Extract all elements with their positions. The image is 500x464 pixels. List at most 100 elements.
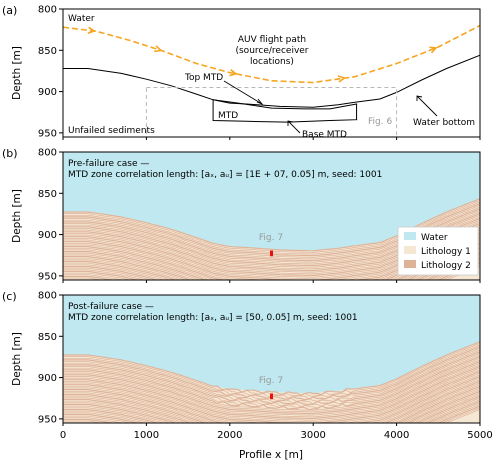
y-tick-label: 800 [38, 291, 57, 302]
auv-direction-arrows [87, 26, 438, 83]
water-label: Water [68, 14, 95, 24]
y-tick-label: 950 [38, 414, 57, 425]
legend: Water Lithology 1 Lithology 2 [397, 226, 479, 276]
mtd-outline [212, 99, 358, 123]
auv-arrow [87, 26, 96, 35]
lithology-layer [63, 372, 480, 423]
lithology-layer [63, 380, 480, 423]
y-tick-label: 850 [38, 189, 57, 200]
lithology-layer [63, 370, 480, 423]
x-tick-label: 5000 [467, 430, 492, 441]
y-tick-label: 850 [38, 332, 57, 343]
mtd-label: MTD [218, 111, 238, 121]
lithology-layer [63, 374, 480, 423]
lithology-layer [63, 354, 480, 409]
y-axis-label: Depth [m] [11, 332, 23, 386]
legend-swatch-lithology-2 [404, 260, 416, 268]
panel-b: (b) Pre-failure case — MTD zone correlat… [2, 147, 480, 280]
lithology-layer [63, 357, 480, 411]
lithology-layer [63, 389, 480, 423]
lithology-layer [63, 392, 480, 423]
lithology-layer [63, 385, 480, 423]
fig6-box [145, 86, 398, 137]
panel-frame [62, 294, 481, 424]
fig7-marker [270, 250, 273, 257]
fig7-label-c: Fig. 7 [259, 376, 283, 386]
y-tick-label: 950 [38, 271, 57, 282]
fig6-label: Fig. 6 [368, 117, 392, 127]
auv-arrow [154, 45, 163, 53]
y-tick-label: 900 [38, 373, 57, 384]
panel-frame [62, 151, 481, 281]
lithology-layer [63, 362, 480, 416]
auv-flight-path [63, 24, 480, 84]
x-tick-label: 4000 [384, 430, 409, 441]
lithology-layer [63, 400, 480, 423]
panel-b-label: (b) [2, 147, 18, 160]
lithology-layer [63, 365, 480, 420]
lithology-layer [63, 394, 480, 423]
lithology-layer [63, 257, 480, 280]
panel-c-title-line2: MTD zone correlation length: [aₓ, aᵤ] = … [68, 313, 358, 323]
lithology-layer [63, 377, 480, 423]
annotation-arrows [223, 80, 438, 134]
lithology-layer [63, 341, 480, 396]
panel-b-title-line1: Pre-failure case — [68, 159, 149, 169]
legend-swatch-lithology-1 [404, 246, 416, 254]
lithology-layer [63, 390, 480, 423]
y-axis-label: Depth [m] [11, 189, 23, 243]
auv-arrow [337, 75, 347, 83]
panel-c-title-line1: Post-failure case — [68, 302, 154, 312]
lithology-layer [63, 367, 480, 421]
legend-label-lithology-2: Lithology 2 [421, 261, 471, 271]
lithology-layer [63, 252, 480, 280]
legend-swatch-water [404, 232, 416, 240]
auv-arrow [429, 46, 438, 54]
panel-c: (c) Post-failure case — MTD zone correla… [2, 290, 480, 423]
axes: 800 850 900 950 Depth [m] 800 850 900 950 Depth [… [11, 5, 493, 442]
legend-label-water: Water [421, 233, 448, 243]
lithology-layer [63, 375, 480, 423]
panel-frame [62, 8, 481, 138]
base-mtd-label: Base MTD [302, 130, 347, 140]
top-mtd-label: Top MTD [184, 73, 223, 83]
x-tick-label: 1000 [134, 430, 159, 441]
lithology-layer [63, 382, 480, 423]
y-axis-label: Depth [m] [11, 46, 23, 100]
x-tick-label: 0 [60, 430, 66, 441]
x-axis-label: Profile x [m] [239, 449, 303, 461]
lithology-layer [63, 379, 480, 423]
x-tick-label: 3000 [300, 430, 325, 441]
auv-label-line3: locations) [250, 57, 294, 67]
lithology-layer [63, 254, 480, 280]
lithology-layer [63, 356, 480, 411]
lithology-layer [63, 364, 480, 418]
lithology-layer [63, 399, 480, 423]
lithology-layer [63, 352, 480, 408]
lithology-layer [63, 246, 480, 280]
lithology-layer [63, 256, 480, 280]
lithology-layer [63, 361, 480, 415]
fig7-label-b: Fig. 7 [259, 233, 283, 243]
y-tick-label: 900 [38, 87, 57, 98]
y-tick-label: 850 [38, 46, 57, 57]
lithology-layer [63, 397, 480, 423]
lithology-layer [63, 359, 480, 413]
x-tick-label: 2000 [217, 430, 242, 441]
water-bottom-line [63, 54, 480, 108]
lithology-layer [63, 251, 480, 280]
y-tick-label: 800 [38, 148, 57, 159]
panel-a-label: (a) [2, 4, 17, 17]
panel-c-label: (c) [2, 290, 17, 303]
lithology-layer [63, 247, 480, 280]
panel-b-title-line2: MTD zone correlation length: [aₓ, aᵤ] = … [68, 170, 382, 180]
y-tick-label: 900 [38, 230, 57, 241]
lithology-layer [63, 349, 480, 405]
y-tick-label: 950 [38, 128, 57, 139]
lithology-layer [63, 384, 480, 423]
auv-label-line2: (source/receiver [235, 46, 308, 56]
legend-label-lithology-1: Lithology 1 [421, 247, 471, 257]
auv-arrow [229, 69, 238, 77]
lithology-layer [63, 387, 480, 423]
